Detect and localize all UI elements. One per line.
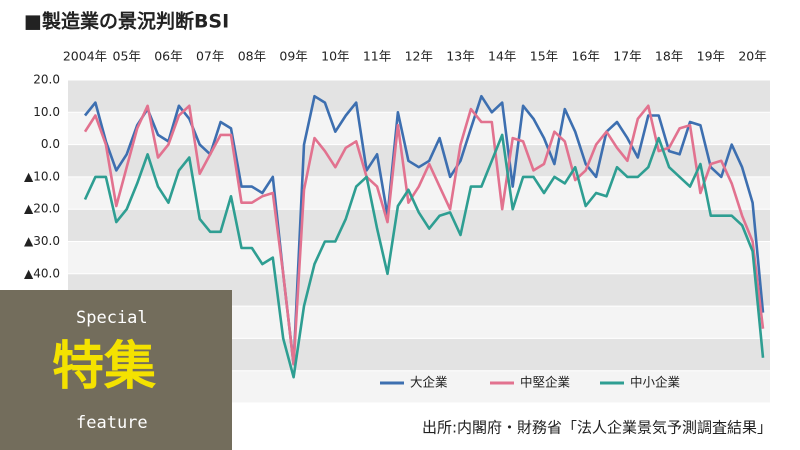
badge-top: Special	[76, 308, 148, 328]
plot-background	[68, 79, 770, 404]
x-tick-label: 14年	[488, 49, 516, 64]
x-tick-label: 07年	[196, 49, 224, 64]
y-tick-label: 20.0	[33, 73, 60, 87]
source-note: 出所:内閣府・財務省「法人企業景気予測調査結果」	[422, 419, 772, 437]
y-tick-label: ▲10.0	[24, 169, 60, 183]
badge-background	[0, 290, 232, 450]
x-tick-label: 12年	[405, 49, 433, 64]
x-tick-label: 15年	[530, 49, 558, 64]
x-tick-label: 17年	[613, 49, 641, 64]
x-tick-label: 2004年	[63, 49, 107, 64]
x-tick-label: 16年	[571, 49, 599, 64]
x-tick-label: 11年	[363, 49, 391, 64]
y-tick-label: ▲40.0	[24, 266, 60, 280]
series-line	[83, 104, 765, 366]
chart-title: ■製造業の景況判断BSI	[24, 10, 229, 33]
badge-main: 特集	[52, 337, 156, 397]
x-tick-label: 05年	[113, 49, 141, 64]
grid-band	[68, 144, 770, 177]
y-tick-label: 0.0	[41, 137, 60, 151]
badge-bottom: feature	[76, 413, 148, 433]
y-tick-label: ▲20.0	[24, 202, 60, 216]
x-tick-label: 08年	[238, 49, 266, 64]
x-tick-label: 20年	[738, 49, 766, 64]
x-tick-label: 19年	[697, 49, 725, 64]
legend-label: 中小企業	[630, 375, 681, 390]
feature-badge: Special 特集 feature	[0, 290, 232, 450]
x-tick-label: 09年	[279, 49, 307, 64]
y-tick-label: 10.0	[33, 105, 60, 119]
x-tick-label: 06年	[154, 49, 182, 64]
grid-band	[68, 80, 770, 113]
y-tick-label: ▲30.0	[24, 234, 60, 248]
legend-label: 大企業	[410, 375, 448, 390]
x-tick-label: 13年	[446, 49, 474, 64]
x-tick-label: 18年	[655, 49, 683, 64]
series-line	[83, 133, 765, 379]
legend-label: 中堅企業	[520, 375, 571, 390]
x-tick-label: 10年	[321, 49, 349, 64]
